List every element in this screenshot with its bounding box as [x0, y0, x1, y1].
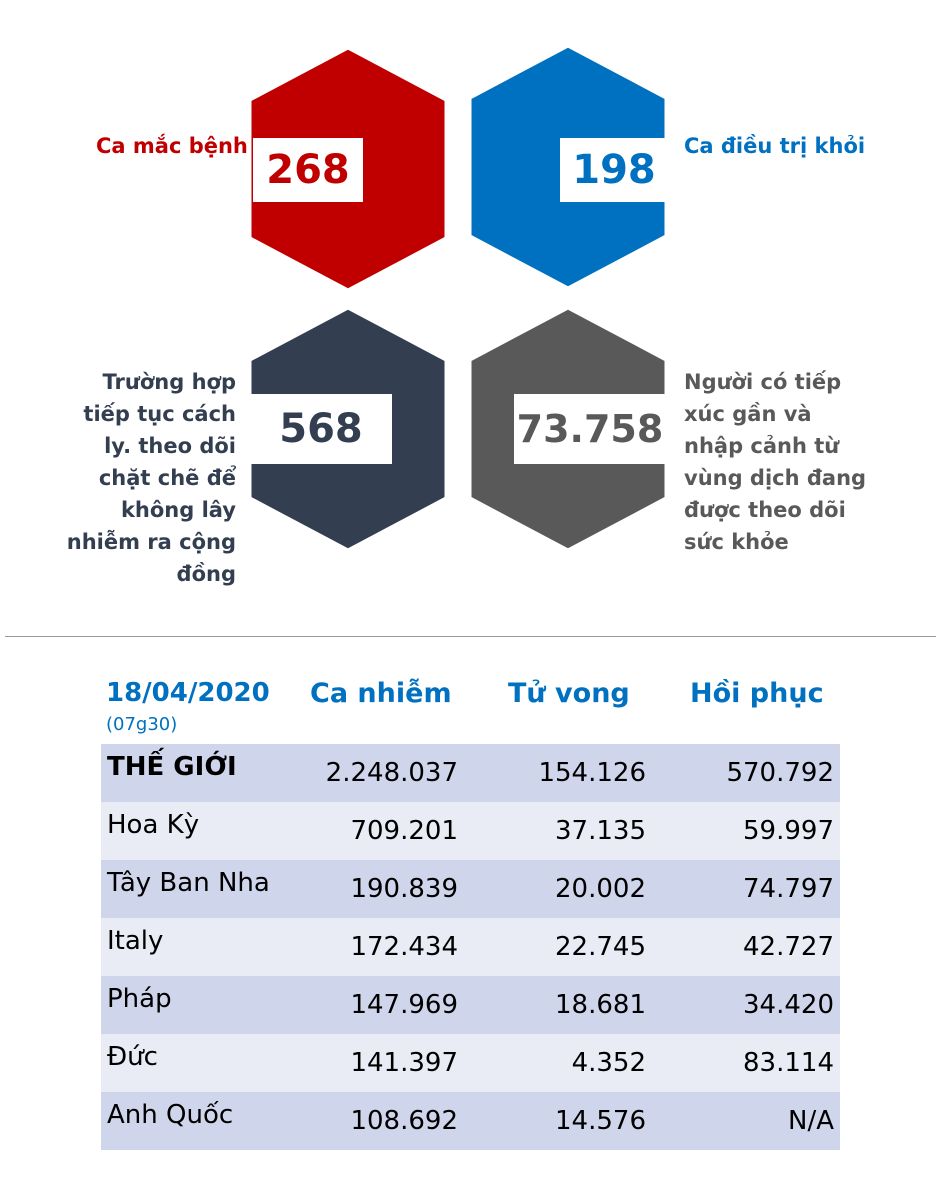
infected-value: 108.692: [350, 1106, 458, 1136]
cases-hexagon: 268: [248, 46, 448, 292]
deaths-value: 14.576: [555, 1106, 646, 1136]
monitored-value: 73.758: [514, 394, 666, 464]
table-row: Pháp 147.969 18.681 34.420: [101, 976, 840, 1034]
recovered-value: 198: [560, 138, 668, 202]
country-name: Đức: [107, 1042, 158, 1072]
infected-value: 709.201: [350, 816, 458, 846]
country-name: Tây Ban Nha: [107, 868, 270, 898]
recovered-value: 42.727: [743, 932, 834, 962]
infected-value: 141.397: [350, 1048, 458, 1078]
table-row: Đức 141.397 4.352 83.114: [101, 1034, 840, 1092]
isolation-label-line: đồng: [176, 562, 236, 586]
section-divider: [5, 636, 936, 637]
infected-value: 2.248.037: [325, 758, 458, 788]
isolation-hexagon: 568: [248, 306, 448, 552]
monitored-label-line: sức khỏe: [684, 530, 789, 554]
deaths-value: 20.002: [555, 874, 646, 904]
recovered-value: 570.792: [726, 758, 834, 788]
recovered-hexagon: 198: [468, 44, 668, 290]
infected-value: 172.434: [350, 932, 458, 962]
infected-value: 147.969: [350, 990, 458, 1020]
recovered-label: Ca điều trị khỏi: [684, 134, 866, 158]
country-name: THẾ GIỚI: [107, 752, 237, 782]
recovered-value: 59.997: [743, 816, 834, 846]
monitored-label-line: xúc gần và: [684, 402, 812, 426]
monitored-label-line: được theo dõi: [684, 498, 846, 522]
monitored-label-line: nhập cảnh từ: [684, 434, 840, 458]
country-name: Anh Quốc: [107, 1100, 234, 1130]
isolation-value: 568: [250, 394, 392, 464]
recovered-value: N/A: [788, 1106, 834, 1136]
isolation-label-line: Trường hợp: [102, 370, 236, 394]
country-name: Hoa Kỳ: [107, 810, 200, 840]
table-row: THẾ GIỚI 2.248.037 154.126 570.792: [101, 744, 840, 802]
table-date: 18/04/2020: [106, 678, 270, 708]
deaths-value: 154.126: [538, 758, 646, 788]
isolation-label: Trường hợp tiếp tục cách ly. theo dõi ch…: [0, 366, 236, 590]
monitored-label-line: Người có tiếp: [684, 370, 842, 394]
country-name: Italy: [107, 926, 164, 956]
table-row: Anh Quốc 108.692 14.576 N/A: [101, 1092, 840, 1150]
infected-value: 190.839: [350, 874, 458, 904]
table-time: (07g30): [106, 714, 178, 735]
isolation-label-line: nhiễm ra cộng: [66, 530, 236, 554]
header-infected: Ca nhiễm: [310, 678, 452, 709]
isolation-label-line: tiếp tục cách: [83, 402, 236, 426]
recovered-value: 74.797: [743, 874, 834, 904]
monitored-label: Người có tiếp xúc gần và nhập cảnh từ vù…: [684, 366, 866, 558]
cases-value: 268: [253, 138, 363, 202]
isolation-label-line: ly. theo dõi: [104, 434, 236, 458]
table-row: Hoa Kỳ 709.201 37.135 59.997: [101, 802, 840, 860]
country-name: Pháp: [107, 984, 172, 1014]
country-table: THẾ GIỚI 2.248.037 154.126 570.792 Hoa K…: [101, 744, 840, 1150]
table-row: Tây Ban Nha 190.839 20.002 74.797: [101, 860, 840, 918]
table-row: Italy 172.434 22.745 42.727: [101, 918, 840, 976]
monitored-label-line: vùng dịch đang: [684, 466, 867, 490]
recovered-value: 83.114: [743, 1048, 834, 1078]
isolation-label-line: không lây: [120, 498, 236, 522]
deaths-value: 18.681: [555, 990, 646, 1020]
isolation-label-line: chặt chẽ để: [98, 466, 236, 490]
deaths-value: 37.135: [555, 816, 646, 846]
monitored-hexagon: 73.758: [468, 306, 668, 552]
cases-label: Ca mắc bệnh: [96, 134, 248, 158]
header-deaths: Tử vong: [508, 678, 630, 709]
deaths-value: 4.352: [571, 1048, 646, 1078]
recovered-value: 34.420: [743, 990, 834, 1020]
header-recovered: Hồi phục: [690, 678, 824, 709]
deaths-value: 22.745: [555, 932, 646, 962]
